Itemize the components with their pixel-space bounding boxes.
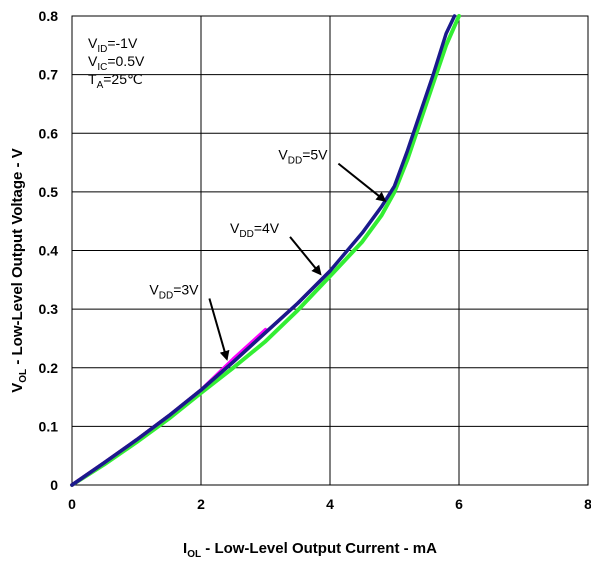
label-subscript: ID xyxy=(97,44,107,55)
series-lines xyxy=(70,14,461,487)
series-arrow xyxy=(289,236,322,276)
x-tick-label: 6 xyxy=(455,496,463,512)
y-tick-label: 0.5 xyxy=(39,184,59,200)
gridlines xyxy=(71,15,589,486)
label-subscript: DD xyxy=(159,290,173,301)
label-rest: =-1V xyxy=(107,35,138,51)
condition-text: VID=-1V xyxy=(88,35,138,55)
series-arrow xyxy=(337,162,387,202)
series-arrow xyxy=(208,298,230,361)
series-label: VDD=3V xyxy=(149,281,199,301)
y-tick-label: 0.1 xyxy=(39,418,59,434)
label-rest: - Low-Level Output Voltage - V xyxy=(9,148,26,369)
label-main: V xyxy=(230,220,240,236)
y-tick-label: 0.8 xyxy=(39,8,59,24)
series-label: VDD=4V xyxy=(230,220,280,240)
condition-text: VIC=0.5V xyxy=(88,53,145,73)
condition-text: TA=25℃ xyxy=(88,71,143,91)
x-axis-label: IOL - Low-Level Output Current - mA xyxy=(183,540,437,560)
label-main: V xyxy=(88,35,98,51)
y-tick-label: 0.6 xyxy=(39,125,59,141)
label-subscript: IC xyxy=(97,62,107,73)
y-tick-label: 0.3 xyxy=(39,301,59,317)
label-main: T xyxy=(88,71,97,87)
label-rest: =4V xyxy=(254,220,280,236)
label-rest: =25℃ xyxy=(103,71,142,87)
label-rest: - Low-Level Output Current - mA xyxy=(201,540,437,557)
label-main: I xyxy=(183,540,187,557)
series-line xyxy=(70,14,461,487)
y-tick-label: 0.2 xyxy=(39,360,59,376)
y-tick-label: 0 xyxy=(50,477,58,493)
label-rest: =3V xyxy=(173,281,199,297)
x-tick-label: 2 xyxy=(197,496,205,512)
label-main: V xyxy=(9,383,26,393)
y-tick-label: 0.4 xyxy=(39,243,59,259)
label-subscript: OL xyxy=(187,549,201,560)
label-main: V xyxy=(88,53,98,69)
x-tick-labels: 0 2 4 6 8 xyxy=(68,496,591,512)
series-label: VDD=5V xyxy=(278,147,328,167)
label-rest: =5V xyxy=(302,147,328,163)
x-tick-label: 4 xyxy=(326,496,334,512)
x-tick-label: 8 xyxy=(584,496,591,512)
label-subscript: DD xyxy=(288,156,302,167)
label-subscript: DD xyxy=(239,229,253,240)
y-tick-labels: 0 0.1 0.2 0.3 0.4 0.5 0.6 0.7 0.8 xyxy=(39,8,59,493)
label-rest: =0.5V xyxy=(107,53,145,69)
label-subscript: A xyxy=(97,80,104,91)
x-tick-label: 0 xyxy=(68,496,76,512)
label-subscript: OL xyxy=(18,369,29,383)
label-main: V xyxy=(149,281,159,297)
y-tick-label: 0.7 xyxy=(39,67,59,83)
series-line xyxy=(70,14,457,487)
y-axis-label: VOL - Low-Level Output Voltage - V xyxy=(9,148,29,392)
label-main: V xyxy=(278,147,288,163)
